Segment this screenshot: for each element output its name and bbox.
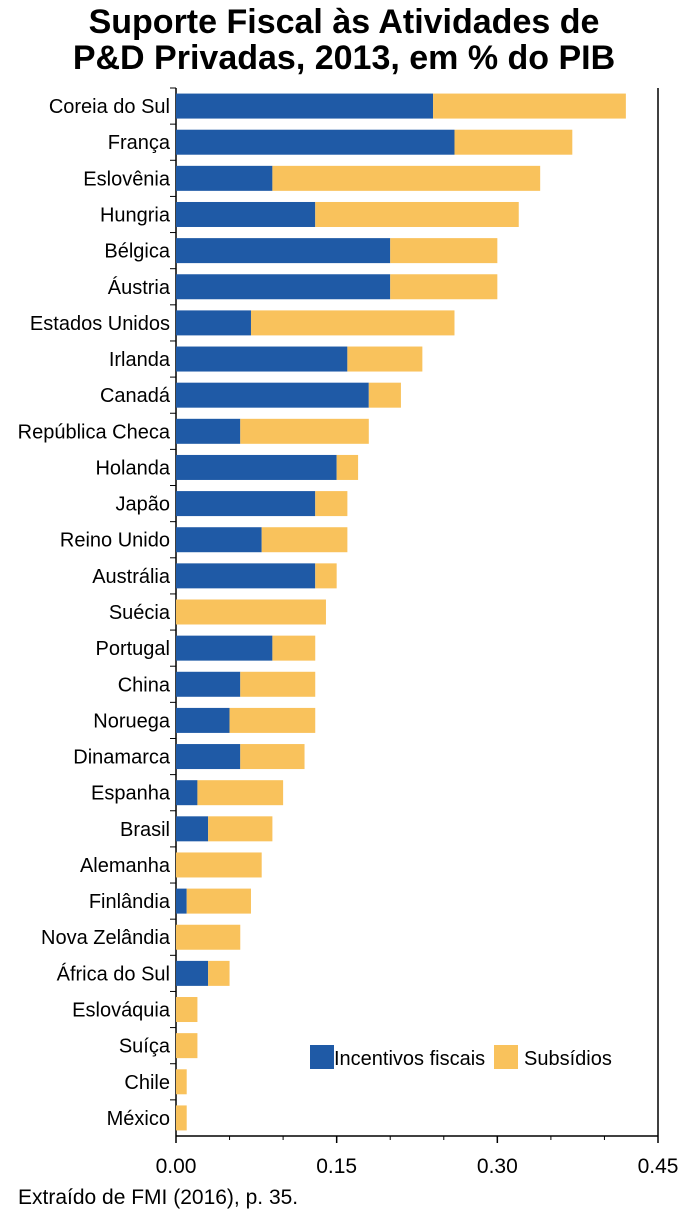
- category-label: África do Sul: [57, 962, 170, 985]
- bar-incentivos-fiscais: [176, 238, 391, 264]
- x-tick-label: 0.00: [156, 1155, 197, 1178]
- bar-subsidios: [176, 1069, 187, 1095]
- bar-subsidios: [454, 129, 573, 155]
- source-note: Extraído de FMI (2016), p. 35.: [18, 1186, 299, 1209]
- category-label: França: [108, 132, 171, 154]
- bar-subsidios: [390, 238, 498, 264]
- x-tick-label: 0.45: [638, 1155, 679, 1178]
- category-label: Hungria: [100, 204, 171, 226]
- bar-incentivos-fiscais: [176, 129, 455, 155]
- bar-incentivos-fiscais: [176, 165, 273, 191]
- category-label: Bélgica: [104, 241, 170, 263]
- category-label: Alemanha: [80, 855, 171, 877]
- x-tick-label: 0.15: [316, 1155, 357, 1178]
- bar-incentivos-fiscais: [176, 960, 209, 986]
- bar-incentivos-fiscais: [176, 888, 187, 914]
- bar-subsidios: [315, 491, 348, 517]
- bar-subsidios: [208, 816, 273, 842]
- category-label: Canadá: [100, 385, 171, 407]
- bar-incentivos-fiscais: [176, 418, 241, 444]
- category-label: Áustria: [108, 276, 171, 299]
- bar-incentivos-fiscais: [176, 310, 251, 336]
- category-label: Dinamarca: [73, 747, 171, 769]
- bar-subsidios: [272, 165, 541, 191]
- category-label: Austrália: [92, 566, 171, 588]
- bar-subsidios: [240, 671, 316, 697]
- bar-incentivos-fiscais: [176, 780, 198, 806]
- chart-title: Suporte Fiscal às Atividades de P&D Priv…: [0, 4, 688, 76]
- legend-swatch-incentivos-fiscais: [310, 1045, 334, 1069]
- bar-incentivos-fiscais: [176, 744, 241, 770]
- bar-subsidios: [208, 960, 230, 986]
- bar-subsidios: [176, 997, 198, 1023]
- category-label: Suíça: [119, 1036, 171, 1058]
- bar-subsidios: [240, 744, 305, 770]
- bar-subsidios: [197, 780, 284, 806]
- bar-incentivos-fiscais: [176, 707, 230, 733]
- bar-subsidios: [315, 563, 337, 589]
- category-label: Japão: [116, 494, 171, 516]
- bar-incentivos-fiscais: [176, 563, 316, 589]
- category-label: Eslovênia: [83, 168, 171, 190]
- bar-incentivos-fiscais: [176, 527, 262, 553]
- bar-subsidios: [229, 707, 316, 733]
- x-tick-label: 0.30: [477, 1155, 518, 1178]
- bar-incentivos-fiscais: [176, 816, 209, 842]
- legend-label-incentivos-fiscais: Incentivos fiscais: [334, 1048, 485, 1070]
- bar-subsidios: [433, 93, 626, 119]
- category-label: Nova Zelândia: [41, 927, 171, 949]
- bar-incentivos-fiscais: [176, 93, 434, 119]
- category-label: Estados Unidos: [30, 313, 170, 335]
- bar-subsidios: [240, 418, 369, 444]
- bar-subsidios: [186, 888, 251, 914]
- category-label: Portugal: [96, 638, 171, 660]
- category-label: México: [107, 1108, 170, 1130]
- category-label: Holanda: [95, 457, 170, 479]
- category-label: Suécia: [109, 602, 171, 624]
- chart-title-line-2: P&D Privadas, 2013, em % do PIB: [72, 39, 616, 77]
- bar-incentivos-fiscais: [176, 671, 241, 697]
- bar-subsidios: [336, 454, 359, 480]
- category-label: Chile: [124, 1072, 170, 1094]
- legend-swatch-subsidios: [494, 1045, 518, 1069]
- legend-label-subsidios: Subsídios: [524, 1048, 612, 1070]
- category-label: Finlândia: [89, 891, 171, 913]
- category-label: Reino Unido: [60, 530, 170, 552]
- bar-incentivos-fiscais: [176, 635, 273, 661]
- category-label: Noruega: [93, 710, 171, 732]
- category-label: Espanha: [91, 783, 171, 805]
- bar-subsidios: [176, 852, 262, 878]
- bar-subsidios: [176, 1105, 187, 1131]
- bar-subsidios: [368, 382, 401, 408]
- bar-subsidios: [176, 1033, 198, 1059]
- bar-incentivos-fiscais: [176, 201, 316, 227]
- bar-subsidios: [176, 599, 326, 625]
- category-label: Brasil: [120, 819, 170, 841]
- bar-subsidios: [250, 310, 455, 336]
- bar-incentivos-fiscais: [176, 491, 316, 517]
- category-label: República Checa: [18, 421, 171, 443]
- bar-incentivos-fiscais: [176, 454, 337, 480]
- chart-title-line-1: Suporte Fiscal às Atividades de: [88, 3, 600, 41]
- category-label: Irlanda: [109, 349, 171, 371]
- bar-incentivos-fiscais: [176, 346, 348, 372]
- bar-subsidios: [261, 527, 348, 553]
- bar-incentivos-fiscais: [176, 382, 369, 408]
- category-label: Coreia do Sul: [49, 96, 170, 118]
- bar-subsidios: [272, 635, 316, 661]
- bar-incentivos-fiscais: [176, 274, 391, 300]
- category-label: Eslováquia: [72, 1000, 171, 1022]
- bar-subsidios: [390, 274, 498, 300]
- bar-subsidios: [347, 346, 423, 372]
- category-label: China: [118, 674, 171, 696]
- bar-subsidios: [176, 924, 241, 950]
- bar-subsidios: [315, 201, 519, 227]
